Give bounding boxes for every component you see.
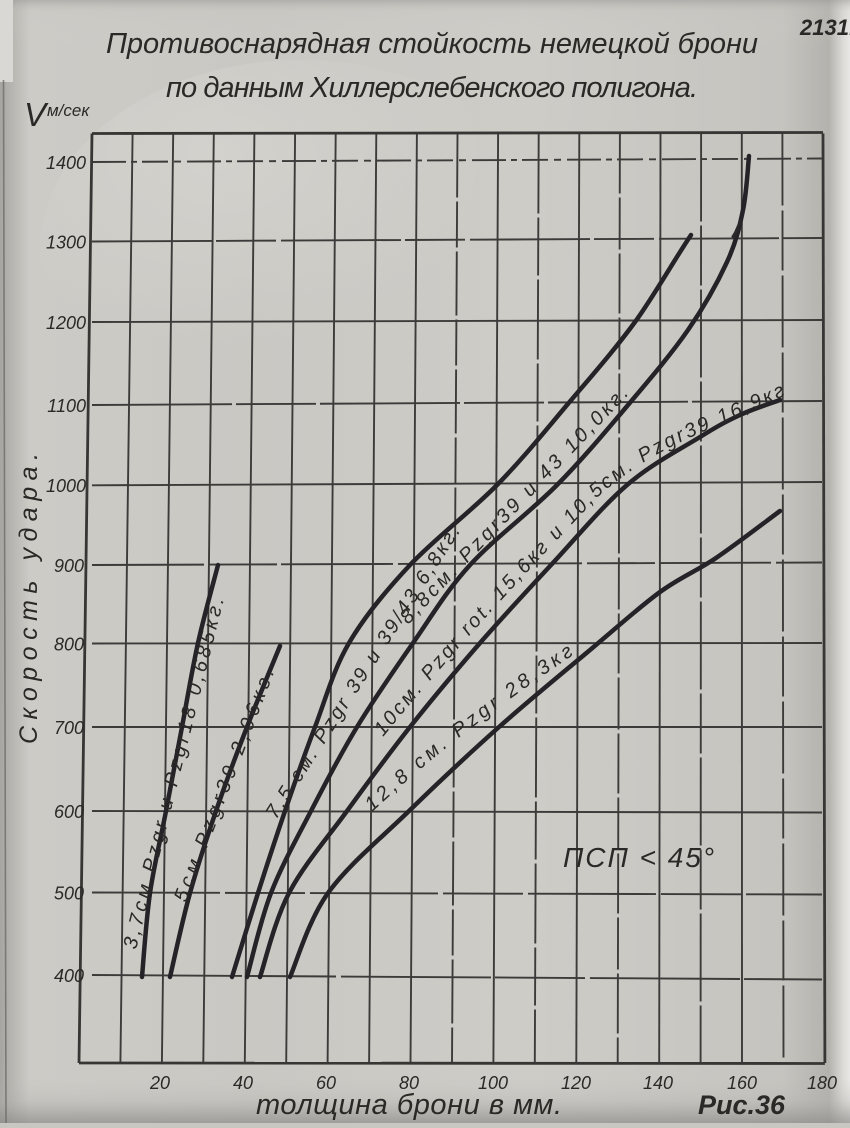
svg-text:V: V [24, 96, 49, 133]
svg-text:Скорость удара.: Скорость удара. [15, 447, 43, 744]
svg-text:800: 800 [54, 635, 84, 655]
svg-text:Рис.36: Рис.36 [698, 1090, 786, 1120]
svg-text:1000: 1000 [46, 476, 86, 496]
svg-text:400: 400 [54, 966, 84, 986]
svg-text:1300: 1300 [46, 233, 86, 253]
svg-text:по данным Хиллерслебенского по: по данным Хиллерслебенского полигона. [166, 72, 698, 104]
svg-text:ПСП < 45°: ПСП < 45° [563, 842, 716, 873]
svg-text:500: 500 [54, 884, 84, 904]
svg-text:1200: 1200 [46, 313, 86, 333]
svg-text:180: 180 [807, 1073, 837, 1093]
svg-text:40: 40 [233, 1073, 253, 1093]
svg-text:600: 600 [54, 802, 84, 822]
svg-text:м/сек: м/сек [47, 101, 90, 120]
svg-text:толщина брони в мм.: толщина брони в мм. [256, 1089, 562, 1121]
svg-text:900: 900 [54, 556, 84, 576]
svg-text:2131.: 2131. [799, 15, 850, 40]
svg-text:700: 700 [54, 718, 84, 738]
svg-text:140: 140 [643, 1073, 673, 1093]
svg-text:Противоснарядная стойкость нем: Противоснарядная стойкость немецкой брон… [106, 28, 758, 60]
svg-text:120: 120 [561, 1073, 591, 1093]
svg-text:20: 20 [149, 1073, 170, 1093]
svg-text:1100: 1100 [47, 396, 86, 416]
svg-text:1400: 1400 [46, 153, 86, 173]
